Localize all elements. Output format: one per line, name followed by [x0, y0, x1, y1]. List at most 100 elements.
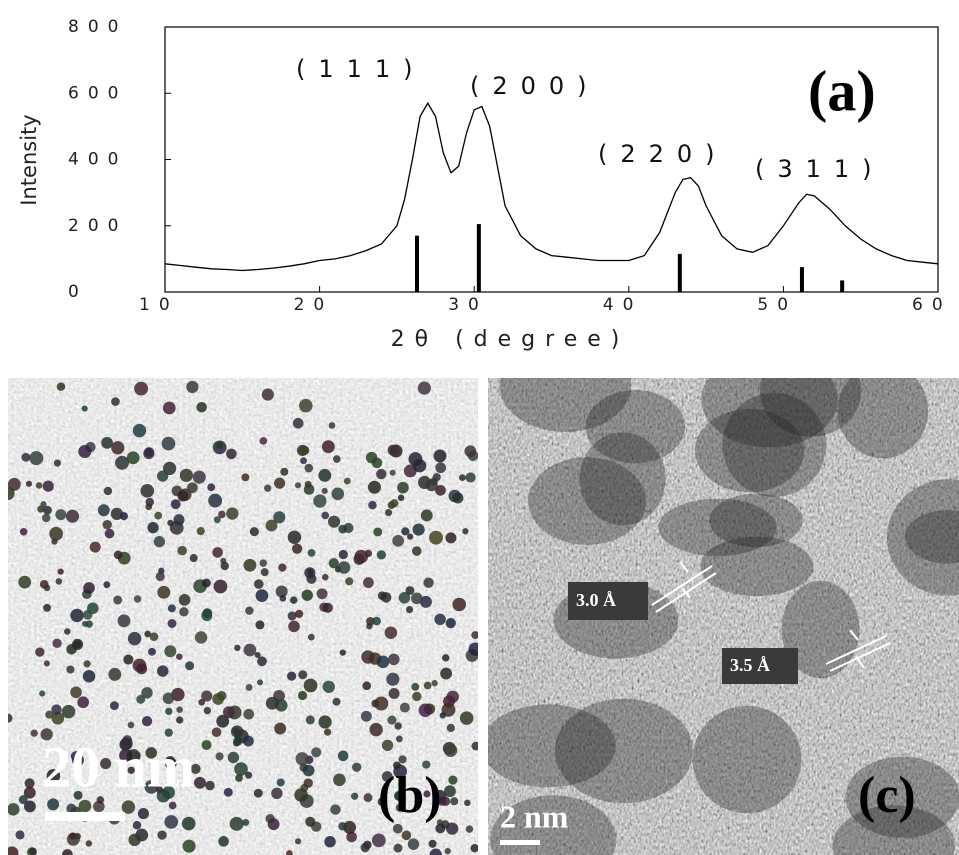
particle [298, 691, 307, 700]
particle [242, 819, 249, 826]
particle [459, 474, 466, 481]
particle [368, 501, 376, 509]
particle [471, 631, 479, 639]
y-tick-label: 400 [68, 150, 127, 170]
particle [62, 705, 75, 718]
particle [373, 527, 382, 536]
particle [460, 711, 474, 725]
particle [306, 715, 315, 724]
particle [133, 821, 141, 829]
particle [339, 550, 348, 559]
particle [64, 628, 70, 634]
particle [154, 512, 162, 520]
particle [47, 798, 59, 810]
particle [84, 660, 91, 667]
particle [280, 595, 287, 602]
particle [243, 559, 256, 572]
particle [412, 692, 421, 701]
particle [402, 831, 412, 841]
particle [338, 751, 349, 762]
particle [90, 542, 101, 553]
particle [201, 690, 212, 701]
panel-label: (c) [858, 767, 916, 824]
particle [322, 440, 335, 453]
particle [250, 527, 259, 536]
particle [108, 668, 121, 681]
particle [300, 446, 309, 455]
particle [431, 680, 437, 686]
particle [54, 459, 61, 466]
particle [202, 579, 211, 588]
particle [111, 508, 123, 520]
particle [212, 727, 222, 737]
particle [450, 797, 458, 805]
particle [268, 818, 280, 830]
particle [397, 482, 409, 494]
particle [218, 836, 229, 847]
particle [176, 653, 183, 660]
particle [421, 510, 433, 522]
particle [255, 620, 264, 629]
particle [114, 551, 123, 560]
particle [228, 705, 242, 719]
particle [241, 473, 249, 481]
scale-bar-label: 2 nm [500, 798, 569, 834]
particle [472, 742, 481, 751]
particle [196, 402, 207, 413]
particle [304, 567, 315, 578]
particle [308, 549, 316, 557]
particle [266, 697, 279, 710]
particle [300, 457, 307, 464]
particle [362, 681, 371, 690]
particle [140, 484, 154, 498]
particle [221, 562, 229, 570]
particle [323, 681, 335, 693]
particle [118, 614, 131, 627]
particle [163, 402, 176, 415]
particle [157, 830, 166, 839]
particle [278, 563, 286, 571]
y-tick-label: 600 [68, 83, 127, 103]
particle [330, 804, 340, 814]
particle [430, 477, 438, 485]
particle [208, 494, 222, 508]
particle [168, 604, 176, 612]
particle [464, 800, 470, 806]
particle [226, 507, 238, 519]
particle [313, 494, 326, 507]
particle [234, 762, 248, 776]
figure: 20 nm (b) 3.0 Å 3.5 Å 2 nm (c) (a) 2θ (d… [0, 0, 959, 855]
particle [101, 437, 113, 449]
particle [288, 531, 301, 544]
particle [164, 645, 176, 657]
peak-label: (111) [296, 55, 426, 83]
particle [69, 832, 76, 839]
reference-peak [840, 280, 844, 292]
particle [169, 802, 177, 810]
particle [329, 422, 336, 429]
particle [317, 588, 328, 599]
particle [86, 840, 92, 846]
x-tick-label: 60 [912, 295, 952, 315]
particle [78, 445, 91, 458]
particle [447, 691, 459, 703]
particle [273, 511, 285, 523]
particle [302, 590, 313, 601]
particle [179, 607, 188, 616]
particle [187, 482, 198, 493]
particle [150, 632, 159, 641]
particle [110, 701, 119, 710]
particle [122, 800, 135, 813]
crystallite [692, 706, 801, 813]
particle [58, 569, 64, 575]
particle [157, 665, 168, 676]
particle [442, 654, 449, 661]
particle [128, 632, 141, 645]
particle [352, 763, 361, 772]
particle [333, 455, 341, 463]
particle [392, 535, 404, 547]
particle [413, 459, 426, 472]
particle [378, 591, 387, 600]
particle [411, 683, 419, 691]
particle [368, 481, 381, 494]
